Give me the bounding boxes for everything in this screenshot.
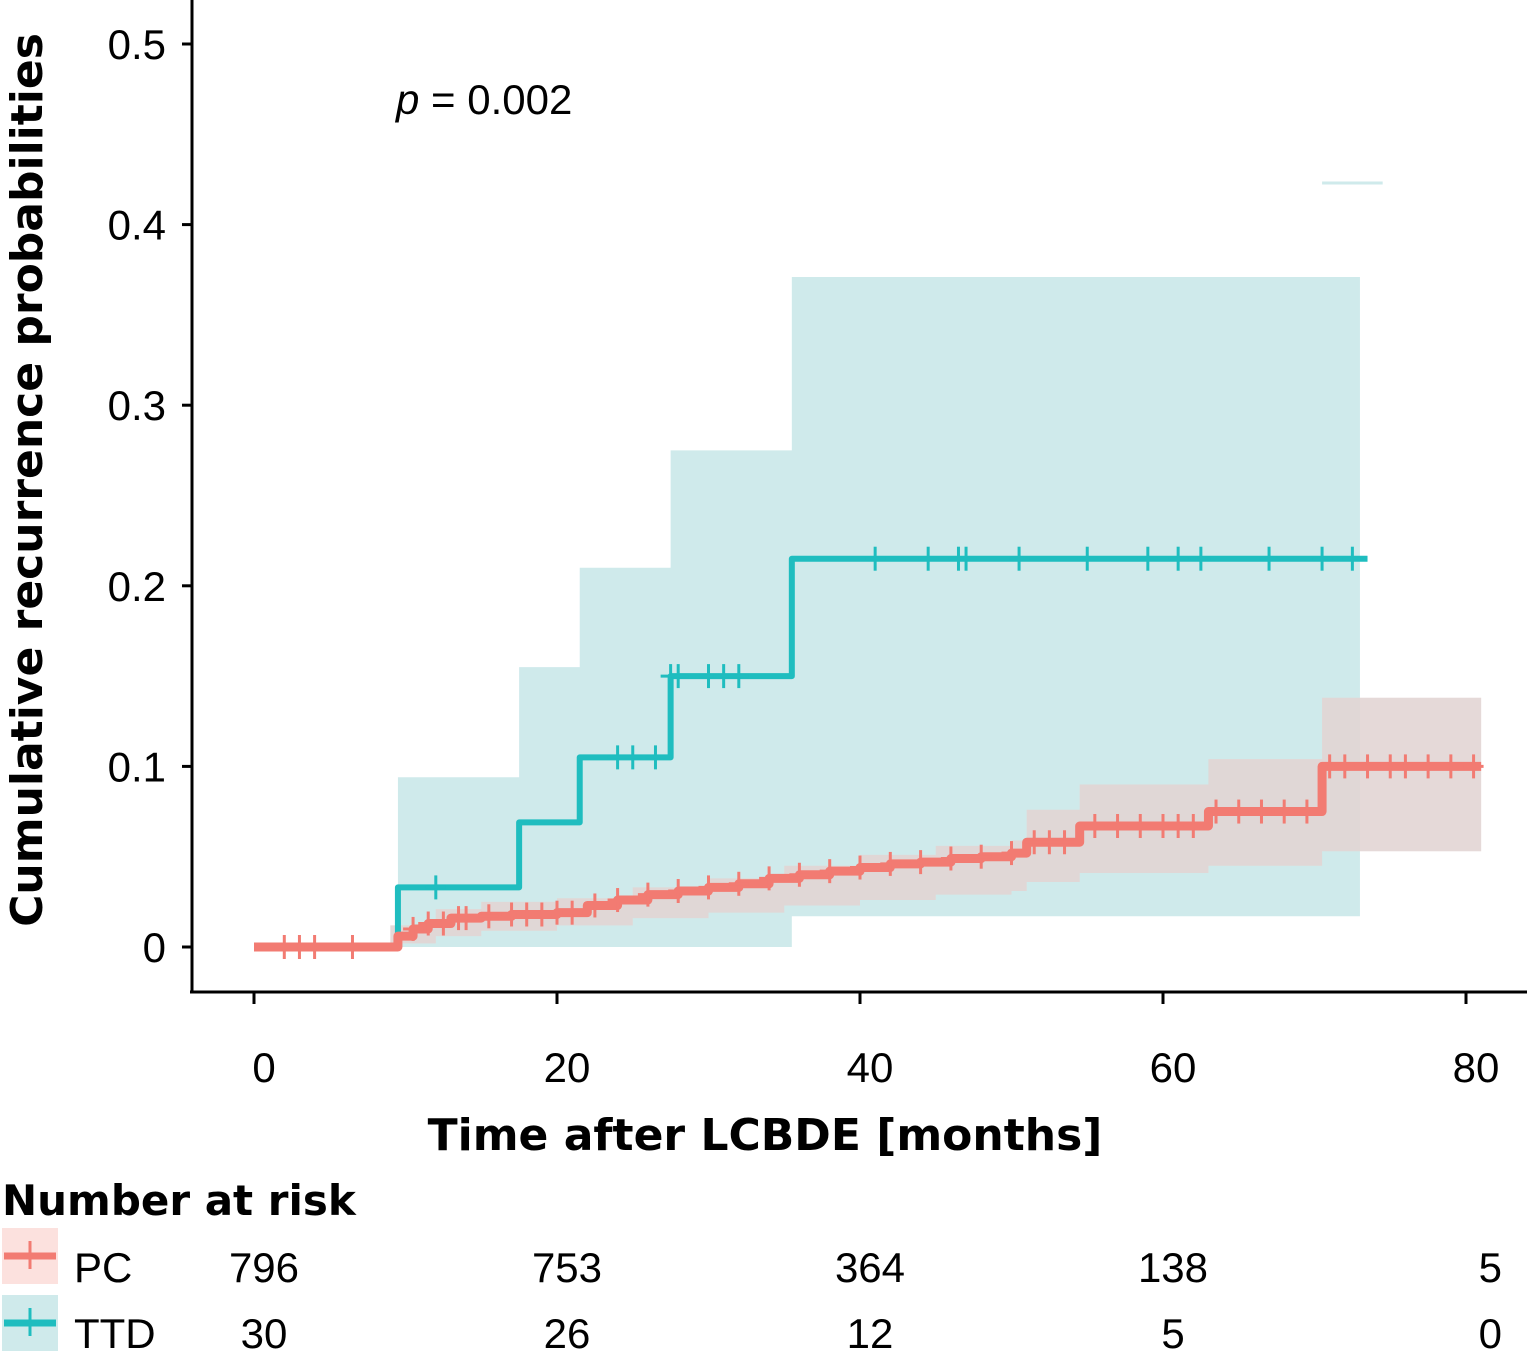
x-tick-label: 20 bbox=[544, 1044, 591, 1091]
risk-cell: 0 bbox=[1479, 1310, 1502, 1351]
y-tick-label: 0 bbox=[143, 924, 166, 971]
risk-cell: 364 bbox=[835, 1244, 905, 1291]
risk-row-values: 30 26 12 5 0 bbox=[241, 1310, 1502, 1351]
legend-key-ttd bbox=[2, 1295, 58, 1351]
risk-cell: 26 bbox=[544, 1310, 591, 1351]
x-axis-title: Time after LCBDE [months] bbox=[428, 1110, 1103, 1161]
risk-row-pc: PC 796 753 364 138 5 bbox=[2, 1228, 1502, 1291]
confidence-bands bbox=[254, 181, 1482, 947]
y-tick-label: 0.1 bbox=[108, 743, 166, 790]
x-ticks: 0 20 40 60 80 bbox=[252, 992, 1499, 1091]
x-tick-label: 0 bbox=[252, 1044, 275, 1091]
y-tick-label: 0.4 bbox=[108, 202, 166, 249]
ci-band-overlap bbox=[254, 697, 1482, 947]
ci-band-pc bbox=[254, 697, 1482, 947]
p-value-annotation: p = 0.002 bbox=[394, 76, 572, 123]
risk-cell: 138 bbox=[1138, 1244, 1208, 1291]
x-tick-label: 40 bbox=[847, 1044, 894, 1091]
legend-key-pc bbox=[2, 1228, 58, 1284]
y-axis-title: Cumulative recurrence probabilities bbox=[2, 33, 53, 927]
censor-marks bbox=[274, 546, 1484, 959]
risk-cell: 796 bbox=[229, 1244, 299, 1291]
x-tick-label: 60 bbox=[1150, 1044, 1197, 1091]
risk-table-title: Number at risk bbox=[2, 1176, 357, 1225]
risk-cell: 5 bbox=[1161, 1310, 1184, 1351]
p-value-text: = 0.002 bbox=[419, 76, 572, 123]
y-tick-label: 0.5 bbox=[108, 21, 166, 68]
curve-ttd bbox=[254, 555, 1368, 950]
risk-cell: 30 bbox=[241, 1310, 288, 1351]
risk-cell: 753 bbox=[532, 1244, 602, 1291]
p-value-symbol: p bbox=[394, 76, 419, 123]
risk-row-label: TTD bbox=[74, 1310, 156, 1351]
risk-row-ttd: TTD 30 26 12 5 0 bbox=[2, 1295, 1502, 1351]
y-tick-label: 0.3 bbox=[108, 382, 166, 429]
risk-row-label: PC bbox=[74, 1244, 132, 1291]
x-tick-label: 80 bbox=[1453, 1044, 1500, 1091]
y-ticks: 0 0.1 0.2 0.3 0.4 0.5 bbox=[108, 21, 192, 971]
risk-cell: 12 bbox=[847, 1310, 894, 1351]
risk-cell: 5 bbox=[1479, 1244, 1502, 1291]
ci-band-ttd bbox=[397, 276, 1360, 947]
risk-row-values: 796 753 364 138 5 bbox=[229, 1244, 1502, 1291]
y-tick-label: 0.2 bbox=[108, 563, 166, 610]
